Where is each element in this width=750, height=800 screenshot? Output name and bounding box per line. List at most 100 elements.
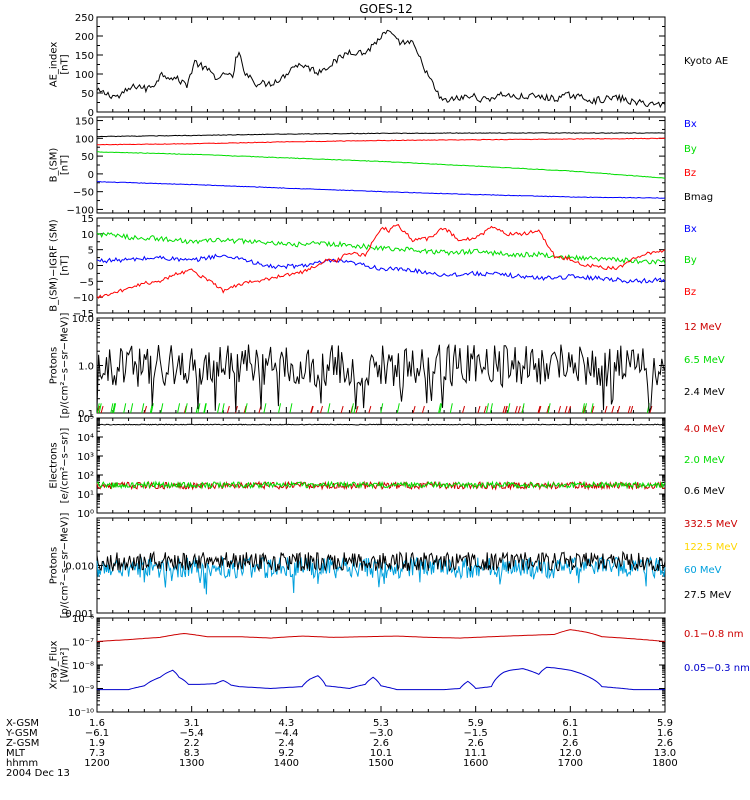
series-12-mev-mark bbox=[617, 405, 621, 414]
series-12-mev-mark bbox=[517, 405, 521, 414]
y-tick-label: 1.0 bbox=[78, 362, 94, 373]
y-axis-label: B_(SM)[nT] bbox=[49, 148, 71, 183]
series-6.5-mev-mark bbox=[130, 403, 134, 414]
series-12-mev-mark bbox=[355, 405, 359, 414]
series-12-mev-mark bbox=[538, 405, 542, 414]
series-12-mev-mark bbox=[537, 405, 541, 414]
x-row-label: Y-GSM bbox=[5, 728, 38, 739]
series-12-mev-mark bbox=[100, 405, 104, 414]
series-2.0-mev-line bbox=[96, 480, 666, 490]
series-12-mev-mark bbox=[582, 405, 586, 414]
x-row-value: 1600 bbox=[463, 758, 488, 769]
y-axis-label: AE_index[nT] bbox=[49, 42, 71, 88]
series-0.050.3-nm-line bbox=[97, 666, 665, 691]
legend-entry: 27.5 MeV bbox=[684, 590, 731, 601]
x-axis-table: X-GSM 1.6 3.1 4.3 5.3 5.9 6.1 5.9 Y-GSM −6.1 −5.4 −… bbox=[5, 718, 678, 779]
series-12-mev-mark bbox=[504, 405, 508, 414]
x-row-value: −6.1 bbox=[85, 728, 109, 739]
y-tick-label: 150 bbox=[75, 117, 94, 128]
x-row-value: 0.1 bbox=[562, 728, 578, 739]
series-12-mev-mark bbox=[310, 405, 314, 414]
x-row-value: 8.3 bbox=[184, 748, 200, 759]
x-row-value: 1500 bbox=[368, 758, 393, 769]
panel-frame bbox=[96, 617, 666, 713]
series-12-mev-mark bbox=[649, 405, 653, 414]
y-tick-label: 0 bbox=[88, 170, 94, 181]
series-bz-line bbox=[96, 223, 666, 299]
y-tick-label: 10 bbox=[81, 230, 94, 241]
y-tick-label: 100 bbox=[75, 70, 94, 81]
y-tick-label: 10³ bbox=[77, 452, 94, 463]
y-tick-label: 150 bbox=[75, 51, 94, 62]
x-row-value: 2.4 bbox=[278, 738, 294, 749]
series-6.5-mev-mark bbox=[177, 403, 181, 414]
x-row-label: hhmm bbox=[6, 758, 38, 769]
y-tick-label: 50 bbox=[81, 152, 94, 163]
y-tick-label: 10⁻⁶ bbox=[72, 614, 94, 625]
y-tick-label: 10⁵ bbox=[77, 414, 94, 425]
x-row-value: 9.2 bbox=[278, 748, 294, 759]
x-row-label: MLT bbox=[6, 748, 26, 759]
x-row-value: 7.3 bbox=[89, 748, 105, 759]
series-12-mev-mark bbox=[226, 405, 230, 414]
legend-entry: 60 MeV bbox=[684, 565, 722, 576]
x-row-value: 6.1 bbox=[562, 718, 578, 729]
series-12-mev-mark bbox=[310, 405, 314, 414]
series-12-mev-mark bbox=[477, 405, 481, 414]
series-12-mev-mark bbox=[483, 405, 487, 414]
y-tick-label: 0 bbox=[88, 108, 94, 119]
y-tick-label: 100 bbox=[75, 134, 94, 145]
series-12-mev-mark bbox=[320, 405, 323, 414]
x-row-value: 4.3 bbox=[278, 718, 294, 729]
y-tick-label: −15 bbox=[73, 309, 94, 320]
series-bmag-line bbox=[96, 132, 666, 138]
series-6.5-mev-mark bbox=[583, 403, 587, 414]
x-row-value: 1400 bbox=[274, 758, 299, 769]
panel-b: −100 −50 0 50 100 150 B_(SM)[nT] Bx By Bz Bmag bbox=[49, 116, 713, 216]
date-label: 2004 Dec 13 bbox=[6, 768, 70, 779]
legend-entry: 4.0 MeV bbox=[684, 424, 725, 435]
y-tick-label: 0.001 bbox=[65, 609, 94, 620]
y-tick-label: 0 bbox=[88, 262, 94, 273]
panel-ae: 0 50 100 150 200 250 AE_index[nT] Kyoto AE bbox=[49, 13, 729, 119]
y-tick-label: 50 bbox=[81, 89, 94, 100]
series-12-mev-mark bbox=[604, 405, 608, 414]
series-6.5-mev-mark bbox=[489, 403, 493, 414]
series-12-mev-mark bbox=[564, 405, 568, 414]
series-6.5-mev-mark bbox=[96, 403, 100, 414]
series-12-mev-mark bbox=[462, 405, 466, 414]
series-6.5-mev-mark bbox=[110, 403, 114, 414]
series-0.6-mev-line bbox=[97, 423, 666, 426]
series-kyoto-ae-line bbox=[96, 29, 666, 109]
series-6.5-mev-mark bbox=[439, 403, 443, 414]
x-row-value: 1800 bbox=[652, 758, 677, 769]
panel-xray: 10⁻¹⁰ 10⁻⁹ 10⁻⁸ 10⁻⁷ 10⁻⁶ Xray_Flux[W/m²] 0.1−… bbox=[49, 614, 750, 719]
x-row-value: 12.0 bbox=[559, 748, 581, 759]
legend-entry: 6.5 MeV bbox=[684, 355, 725, 366]
legend-entry: 122.5 MeV bbox=[684, 542, 738, 553]
series-6.5-mev-mark bbox=[350, 403, 354, 414]
series-6.5-mev-mark bbox=[123, 403, 127, 414]
series-12-mev-mark bbox=[412, 405, 416, 414]
legend-entry: Bx bbox=[684, 119, 697, 130]
x-row-value: 1300 bbox=[179, 758, 204, 769]
y-tick-label: 10⁻⁸ bbox=[72, 661, 94, 672]
x-row-value: −1.5 bbox=[464, 728, 488, 739]
y-tick-label: 15 bbox=[81, 214, 94, 225]
x-row-value: 2.6 bbox=[468, 738, 484, 749]
y-tick-label: 10⁻⁹ bbox=[72, 685, 94, 696]
legend-entry: 0.05−0.3 nm bbox=[684, 663, 750, 674]
x-row-value: 2.2 bbox=[184, 738, 200, 749]
series-6.5-mev-mark bbox=[98, 403, 102, 414]
series-6.5-mev-mark bbox=[396, 403, 400, 414]
series-6.5-mev-mark bbox=[112, 403, 116, 414]
x-row-value: 1700 bbox=[558, 758, 583, 769]
y-tick-label: 0.010 bbox=[65, 562, 94, 573]
series-bz-line bbox=[96, 137, 666, 146]
y-tick-label: 0.1 bbox=[78, 409, 94, 420]
x-row-label: Z-GSM bbox=[6, 738, 39, 749]
y-axis-label: Protons[p/(cm²−s−sr−MeV)] bbox=[49, 312, 71, 418]
